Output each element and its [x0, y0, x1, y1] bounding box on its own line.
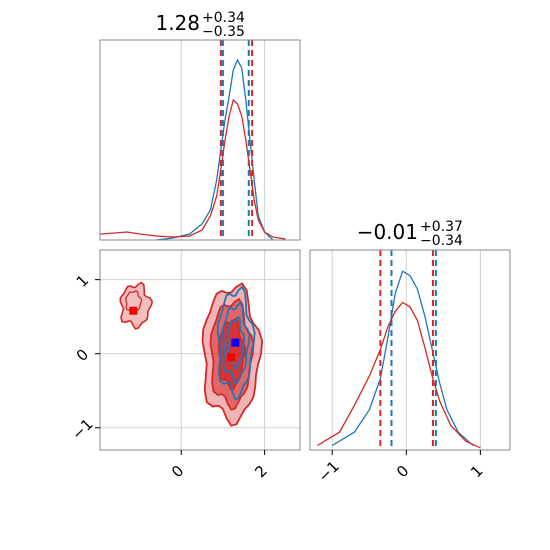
contour-blue-level-2 [226, 315, 246, 370]
data-line-layer [99, 40, 481, 450]
axes-frames [99, 39, 511, 451]
title-param1-value: 1.28 [155, 11, 200, 35]
title-param2-plus: +0.37 [420, 219, 463, 235]
tick-label-y: 0 [73, 345, 92, 364]
grid-layer [100, 40, 481, 450]
title-param1: 1.28 [155, 11, 200, 35]
histogram-series-0 [156, 58, 274, 241]
tick-label-y: −1 [68, 415, 96, 443]
title-param2-value: −0.01 [357, 220, 418, 244]
contour-blue-level-1 [221, 301, 251, 385]
title-param1-minus: −0.35 [202, 24, 245, 40]
tick-label-y: 1 [73, 271, 92, 290]
tick-label-x: 0 [393, 462, 412, 481]
tick-label-x: 2 [251, 462, 270, 481]
histogram-series-0 [331, 270, 474, 447]
tick-label-x: −1 [315, 457, 343, 485]
marker-red-secondary [129, 306, 138, 315]
tick-label-x: 0 [168, 462, 187, 481]
title-param2: −0.01 [357, 220, 418, 244]
marker-red [227, 353, 236, 362]
title-param1-plus: +0.34 [202, 10, 245, 26]
contour-red-secondary [119, 281, 154, 330]
panel-frame-top [99, 39, 301, 241]
tick-label-x: 1 [467, 462, 486, 481]
contour-blue-level-0 [216, 285, 256, 401]
marker-blue [231, 338, 240, 347]
title-param2-minus: −0.34 [420, 233, 463, 249]
panel-frame-right [309, 249, 511, 451]
histogram-series-1 [99, 98, 286, 240]
panel-frame-bottom-left [99, 249, 301, 451]
histogram-series-1 [317, 301, 481, 449]
